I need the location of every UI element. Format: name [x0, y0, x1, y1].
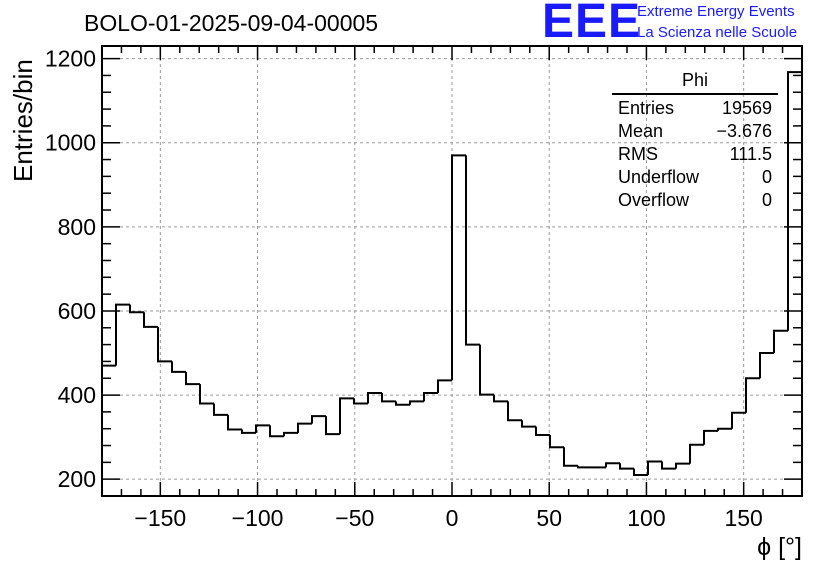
- histogram-bin: [759, 352, 774, 379]
- stats-value: 19569: [721, 98, 772, 118]
- histogram-bin: [731, 411, 746, 429]
- y-axis-label: Entries/bin: [8, 59, 38, 182]
- histogram-bin: [437, 379, 452, 393]
- histogram-bin: [255, 424, 270, 433]
- stats-row-entries: Entries 19569: [612, 97, 778, 120]
- histogram-bin: [241, 429, 256, 434]
- stats-row-rms: RMS 111.5: [612, 143, 778, 166]
- histogram-bin: [703, 429, 718, 445]
- histogram-bin: [619, 463, 634, 470]
- stats-row-underflow: Underflow 0: [612, 166, 778, 189]
- histogram-bin: [297, 422, 312, 433]
- x-tick-label: −50: [335, 505, 374, 531]
- y-tick-label: 200: [58, 466, 96, 492]
- histogram-bin: [675, 462, 690, 469]
- histogram-bin: [423, 391, 438, 402]
- stats-value: 0: [761, 190, 772, 210]
- histogram-bin: [661, 461, 676, 470]
- x-tick-label: 0: [446, 505, 459, 531]
- x-tick-label: 100: [627, 505, 665, 531]
- histogram-bin: [115, 303, 130, 366]
- stats-divider: [612, 93, 778, 95]
- x-tick-label: 150: [724, 505, 762, 531]
- stats-value: 0: [761, 167, 772, 187]
- histogram-bin: [227, 414, 242, 431]
- histogram-bin: [549, 435, 564, 449]
- stats-row-mean: Mean −3.676: [612, 120, 778, 143]
- stats-title: Phi: [681, 70, 708, 90]
- histogram-bin: [213, 403, 228, 416]
- histogram-bin: [465, 155, 480, 346]
- eee-logo: EEE: [542, 0, 642, 48]
- logo-tagline-1: Extreme Energy Events: [637, 3, 795, 20]
- histogram-bin: [367, 391, 382, 404]
- stats-label: RMS: [618, 144, 658, 164]
- logo-tagline-2: La Scienza nelle Scuole: [637, 24, 798, 41]
- histogram-bin: [493, 394, 508, 403]
- x-axis-label: ϕ [°]: [757, 533, 802, 561]
- histogram-bin: [269, 425, 284, 438]
- y-tick-label: 400: [58, 382, 96, 408]
- y-tick-label: 1000: [45, 130, 96, 156]
- histogram-bin: [773, 329, 788, 354]
- x-tick-label: 50: [536, 505, 562, 531]
- histogram-bin: [171, 361, 186, 373]
- histogram-bin: [479, 344, 494, 396]
- x-tick-label: −150: [134, 505, 186, 531]
- histogram-bin: [745, 377, 760, 413]
- x-tick-label: −100: [232, 505, 284, 531]
- stats-value: 111.5: [729, 144, 772, 164]
- histogram-bin: [185, 371, 200, 386]
- histogram-bin: [311, 415, 326, 424]
- stats-box: Phi Entries 19569 Mean −3.676 RMS 111.5 …: [612, 70, 778, 212]
- histogram-bin: [507, 401, 522, 422]
- histogram-bin: [563, 447, 578, 467]
- stats-label: Underflow: [618, 167, 700, 187]
- histogram-bin: [157, 326, 172, 363]
- histogram-bin: [521, 420, 536, 428]
- histogram-bin: [647, 460, 662, 475]
- histogram-bin: [717, 427, 732, 431]
- histogram-bin: [143, 312, 158, 328]
- y-tick-label: 600: [58, 298, 96, 324]
- tick-labels: −150 −100 −50 0 50 100 150 200 400 600 800 1000 1200: [45, 46, 763, 531]
- histogram-bin: [689, 443, 704, 464]
- histogram-series: [102, 71, 802, 476]
- stats-value: −3.676: [716, 121, 772, 141]
- y-tick-label: 800: [58, 214, 96, 240]
- histogram-bin: [605, 462, 620, 468]
- stats-row-overflow: Overflow 0: [612, 189, 778, 212]
- axis-ticks: [101, 46, 803, 497]
- histogram-bin: [381, 392, 396, 403]
- histogram-bin: [339, 397, 354, 435]
- histogram-bin: [283, 431, 298, 437]
- stats-label: Mean: [618, 121, 664, 141]
- chart-title: BOLO-01-2025-09-04-00005: [84, 10, 379, 36]
- histogram-bin: [409, 400, 424, 405]
- histogram-bin: [787, 71, 802, 331]
- y-tick-label: 1200: [45, 46, 96, 72]
- histogram-bin: [633, 468, 648, 476]
- histogram-bin: [395, 401, 410, 406]
- histogram-bin: [325, 416, 340, 436]
- histogram-bin: [535, 426, 550, 437]
- stats-label: Overflow: [618, 190, 690, 210]
- histogram-bin: [451, 154, 466, 381]
- stats-label: Entries: [618, 98, 675, 118]
- histogram-bin: [577, 465, 592, 469]
- histogram-bin: [199, 384, 214, 405]
- histogram-bin: [353, 398, 368, 405]
- histogram-bin: [129, 304, 144, 314]
